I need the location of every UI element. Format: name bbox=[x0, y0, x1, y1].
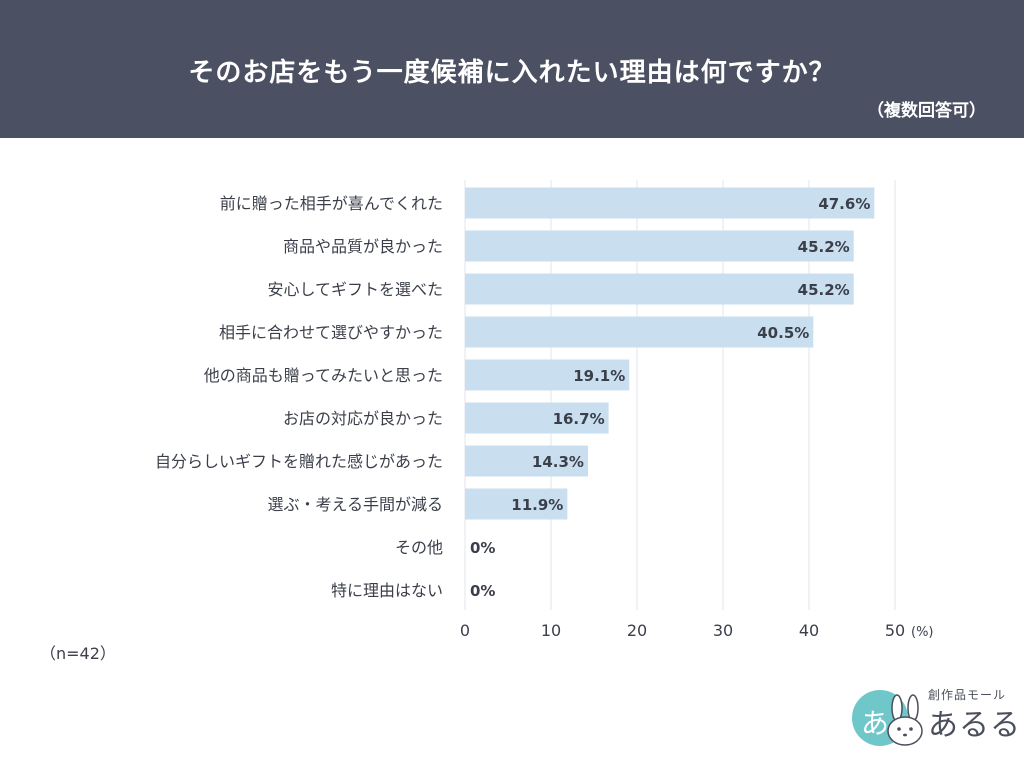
category-label: 自分らしいギフトを贈れた感じがあった bbox=[155, 452, 443, 471]
bar bbox=[465, 316, 814, 348]
bar-chart: 前に贈った相手が喜んでくれた 47.6% 商品や品質が良かった 45.2% 安心してギフ… bbox=[155, 180, 934, 640]
x-tick-label: 0 bbox=[460, 621, 470, 640]
bar bbox=[465, 187, 875, 219]
x-tick-label: 10 bbox=[541, 621, 561, 640]
bar bbox=[465, 230, 854, 262]
bar bbox=[465, 445, 588, 477]
x-tick-label: 40 bbox=[799, 621, 819, 640]
logo-mark: あ bbox=[861, 707, 890, 740]
value-label: 0% bbox=[470, 539, 495, 557]
category-label: 安心してギフトを選べた bbox=[267, 280, 443, 299]
value-label: 45.2% bbox=[798, 238, 850, 256]
value-label: 45.2% bbox=[798, 281, 850, 299]
value-label: 0% bbox=[470, 582, 495, 600]
x-tick-label: 20 bbox=[627, 621, 647, 640]
header-banner: そのお店をもう一度候補に入れたい理由は何ですか？ （複数回答可） bbox=[0, 0, 1024, 138]
value-label: 40.5% bbox=[757, 324, 809, 342]
bar bbox=[465, 488, 568, 520]
x-axis-unit: (%) bbox=[911, 625, 934, 640]
bar bbox=[465, 273, 854, 305]
value-label: 16.7% bbox=[553, 410, 605, 428]
category-label: 相手に合わせて選びやすかった bbox=[219, 323, 443, 342]
value-label: 11.9% bbox=[511, 496, 563, 514]
value-label: 47.6% bbox=[818, 195, 870, 213]
value-label: 14.3% bbox=[532, 453, 584, 471]
category-label: 前に贈った相手が喜んでくれた bbox=[220, 194, 443, 213]
category-label: 商品や品質が良かった bbox=[283, 237, 443, 256]
sample-size-note: （n=42） bbox=[40, 644, 116, 663]
x-tick-label: 30 bbox=[713, 621, 733, 640]
x-tick-label: 50 bbox=[885, 621, 905, 640]
chart-title: そのお店をもう一度候補に入れたい理由は何ですか？ bbox=[188, 58, 836, 88]
category-label: お店の対応が良かった bbox=[283, 409, 443, 428]
category-label: 特に理由はない bbox=[331, 581, 443, 600]
rabbit-icon bbox=[887, 694, 923, 746]
logo-subtitle: 創作品モール bbox=[928, 688, 1007, 702]
category-label: その他 bbox=[395, 538, 443, 557]
logo-name: あるる bbox=[928, 708, 1021, 743]
bar bbox=[465, 402, 609, 434]
chart-subtitle: （複数回答可） bbox=[867, 101, 986, 121]
value-label: 19.1% bbox=[573, 367, 625, 385]
bar bbox=[465, 359, 630, 391]
category-label: 他の商品も贈ってみたいと思った bbox=[204, 366, 443, 385]
category-label: 選ぶ・考える手間が減る bbox=[267, 495, 443, 514]
